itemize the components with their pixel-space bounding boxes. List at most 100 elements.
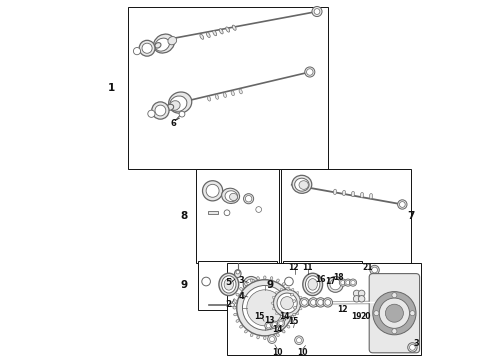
Text: 9: 9 — [180, 280, 187, 291]
Circle shape — [344, 279, 351, 286]
Circle shape — [399, 202, 405, 207]
Text: 4: 4 — [239, 292, 245, 301]
Bar — [283, 261, 362, 310]
Circle shape — [148, 110, 155, 117]
Circle shape — [374, 311, 379, 316]
Ellipse shape — [299, 296, 302, 298]
Text: 21: 21 — [362, 263, 373, 272]
Ellipse shape — [282, 283, 285, 285]
Circle shape — [281, 297, 294, 310]
Circle shape — [330, 279, 341, 290]
Ellipse shape — [170, 96, 187, 111]
Bar — [128, 7, 328, 169]
Ellipse shape — [224, 279, 233, 290]
Ellipse shape — [240, 288, 243, 291]
Ellipse shape — [280, 315, 283, 318]
Circle shape — [206, 184, 219, 197]
Ellipse shape — [299, 181, 308, 189]
Text: 19: 19 — [351, 312, 362, 321]
Circle shape — [268, 335, 276, 343]
Ellipse shape — [257, 277, 259, 280]
Ellipse shape — [264, 276, 266, 279]
Circle shape — [311, 300, 316, 305]
Ellipse shape — [272, 296, 275, 298]
Ellipse shape — [169, 92, 192, 113]
Circle shape — [346, 280, 350, 285]
Circle shape — [339, 279, 346, 286]
Ellipse shape — [225, 191, 238, 202]
Text: 11: 11 — [302, 263, 313, 272]
Circle shape — [277, 320, 285, 327]
Ellipse shape — [343, 190, 345, 195]
Circle shape — [410, 311, 415, 316]
Circle shape — [341, 280, 345, 285]
Circle shape — [358, 296, 365, 302]
Ellipse shape — [294, 307, 296, 309]
Circle shape — [247, 290, 283, 326]
Circle shape — [202, 277, 210, 286]
Ellipse shape — [271, 302, 273, 304]
Ellipse shape — [276, 333, 279, 337]
Text: 5: 5 — [226, 278, 232, 287]
Ellipse shape — [240, 325, 243, 328]
Circle shape — [372, 267, 377, 273]
Circle shape — [392, 329, 397, 334]
Ellipse shape — [292, 175, 312, 193]
Circle shape — [318, 300, 323, 305]
Ellipse shape — [293, 300, 296, 302]
Circle shape — [243, 285, 287, 330]
Circle shape — [314, 303, 318, 307]
Circle shape — [398, 200, 407, 209]
Text: 6: 6 — [170, 119, 176, 128]
Ellipse shape — [287, 325, 290, 328]
Circle shape — [353, 296, 360, 302]
Text: 17: 17 — [325, 277, 336, 286]
Text: 13: 13 — [264, 316, 275, 325]
Text: 15: 15 — [254, 312, 265, 321]
Ellipse shape — [234, 313, 237, 316]
Ellipse shape — [272, 308, 275, 310]
Bar — [281, 169, 411, 263]
Circle shape — [245, 195, 252, 202]
Ellipse shape — [168, 37, 177, 45]
Ellipse shape — [303, 273, 322, 296]
Ellipse shape — [301, 302, 303, 304]
Ellipse shape — [170, 101, 180, 110]
Ellipse shape — [232, 25, 236, 30]
Circle shape — [408, 343, 417, 352]
Ellipse shape — [226, 27, 230, 32]
Ellipse shape — [286, 317, 288, 319]
Circle shape — [379, 298, 410, 328]
Ellipse shape — [280, 288, 283, 291]
Ellipse shape — [245, 330, 247, 333]
Circle shape — [353, 290, 360, 297]
Text: 1: 1 — [108, 83, 116, 93]
Ellipse shape — [219, 273, 239, 296]
Circle shape — [243, 276, 259, 292]
Ellipse shape — [220, 29, 223, 34]
Ellipse shape — [299, 308, 302, 310]
Ellipse shape — [154, 34, 174, 53]
Text: 3: 3 — [413, 339, 419, 348]
Ellipse shape — [291, 320, 294, 322]
Bar — [208, 211, 219, 214]
Ellipse shape — [231, 91, 234, 96]
Circle shape — [370, 265, 379, 275]
Text: 12: 12 — [337, 305, 347, 314]
Text: 14: 14 — [279, 312, 290, 321]
Circle shape — [305, 67, 315, 77]
Circle shape — [325, 300, 331, 305]
Ellipse shape — [215, 94, 219, 99]
Ellipse shape — [305, 276, 320, 293]
Circle shape — [327, 276, 343, 292]
Circle shape — [272, 323, 277, 327]
Circle shape — [265, 322, 272, 329]
FancyBboxPatch shape — [369, 274, 419, 353]
Ellipse shape — [292, 315, 294, 318]
Ellipse shape — [276, 279, 279, 282]
Ellipse shape — [264, 336, 266, 340]
Circle shape — [133, 48, 141, 55]
Circle shape — [237, 280, 293, 336]
Ellipse shape — [221, 276, 236, 293]
Circle shape — [142, 43, 152, 53]
